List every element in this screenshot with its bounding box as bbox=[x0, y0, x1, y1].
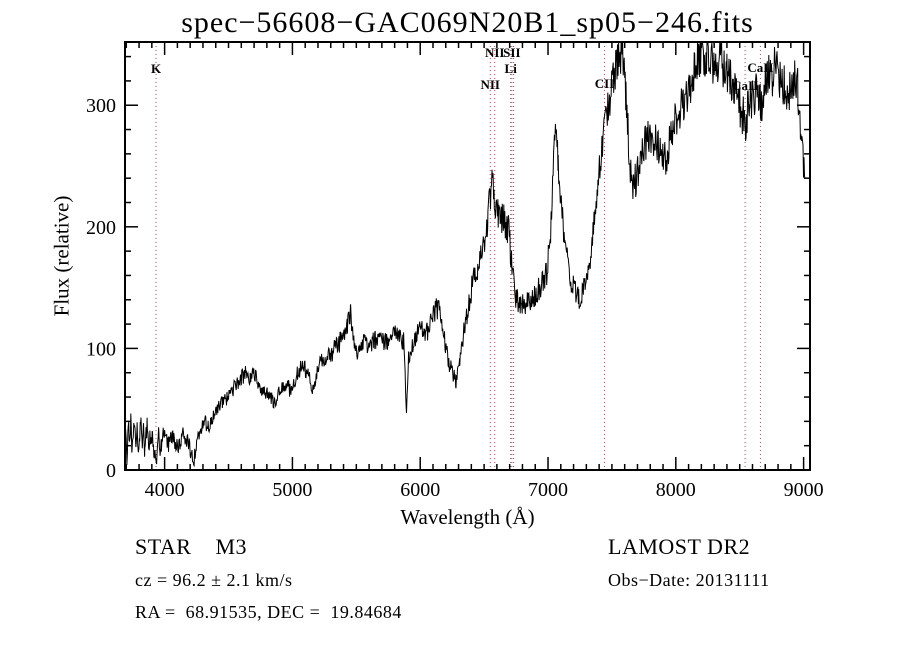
svg-text:5000: 5000 bbox=[272, 479, 312, 501]
svg-text:300: 300 bbox=[86, 95, 116, 117]
svg-text:7000: 7000 bbox=[528, 479, 568, 501]
axes bbox=[124, 41, 811, 471]
svg-text:0: 0 bbox=[106, 460, 116, 482]
x-axis-label: Wavelength (Å) bbox=[400, 505, 535, 529]
y-axis-label: Flux (relative) bbox=[49, 195, 74, 317]
svg-text:Li: Li bbox=[505, 61, 518, 76]
obs-date-label: Obs−Date: 20131111 bbox=[608, 570, 770, 590]
x-tick-labels: 4000 5000 6000 7000 8000 9000 bbox=[145, 479, 824, 501]
radial-velocity-label: cz = 96.2 ± 2.1 km/s bbox=[135, 570, 293, 590]
svg-text:100: 100 bbox=[86, 338, 116, 360]
plot-title: spec−56608−GAC069N20B1_sp05−246.fits bbox=[181, 6, 754, 39]
y-tick-labels: 0 100 200 300 bbox=[86, 95, 116, 482]
svg-text:6000: 6000 bbox=[400, 479, 440, 501]
spectrum-line bbox=[125, 41, 806, 468]
svg-text:SII: SII bbox=[503, 45, 520, 60]
svg-text:K: K bbox=[151, 61, 162, 76]
svg-text:8000: 8000 bbox=[656, 479, 696, 501]
coordinates-label: RA = 68.91535, DEC = 19.84684 bbox=[135, 602, 402, 622]
svg-text:200: 200 bbox=[86, 217, 116, 239]
svg-text:4000: 4000 bbox=[145, 479, 185, 501]
spectral-line-markers bbox=[155, 42, 761, 470]
svg-text:CII: CII bbox=[595, 76, 615, 91]
survey-label: LAMOST DR2 bbox=[608, 534, 751, 559]
object-type-label: STAR M3 bbox=[135, 534, 248, 559]
svg-text:9000: 9000 bbox=[784, 479, 824, 501]
svg-text:NII: NII bbox=[480, 77, 500, 92]
svg-text:NII: NII bbox=[485, 45, 505, 60]
